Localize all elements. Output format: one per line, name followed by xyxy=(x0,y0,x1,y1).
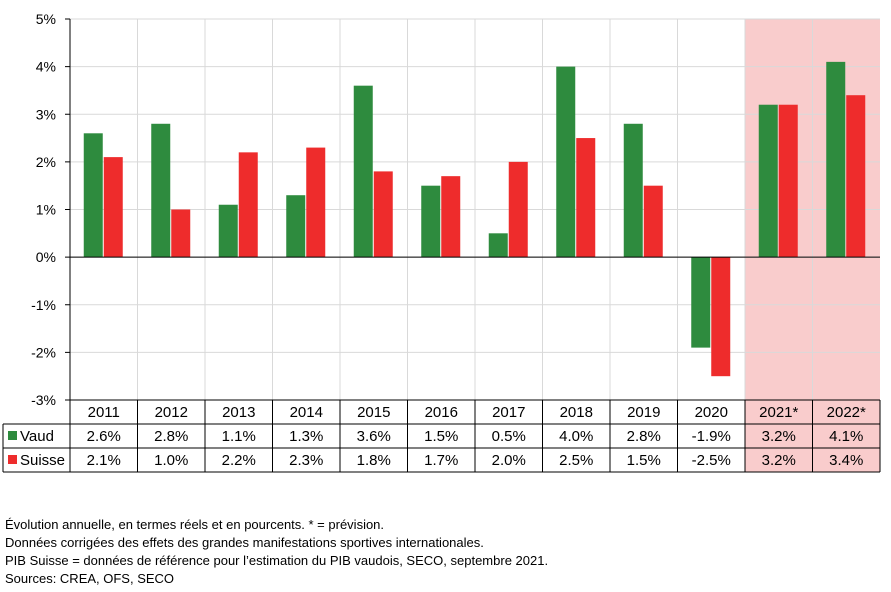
data-label-vaud: 2.8% xyxy=(154,428,188,445)
bar-suisse xyxy=(711,257,731,377)
bar-suisse xyxy=(508,161,528,258)
data-label-vaud: 1.3% xyxy=(289,428,323,445)
x-tick-label: 2012 xyxy=(155,404,188,421)
bar-suisse xyxy=(846,95,866,258)
data-label-vaud: 2.8% xyxy=(627,428,661,445)
bar-vaud xyxy=(758,104,778,258)
data-label-suisse: 2.3% xyxy=(289,452,323,469)
data-label-suisse: 2.5% xyxy=(559,452,593,469)
data-label-vaud: 0.5% xyxy=(492,428,526,445)
data-label-vaud: 3.6% xyxy=(357,428,391,445)
x-tick-label: 2014 xyxy=(290,404,323,421)
note-line: Évolution annuelle, en termes réels et e… xyxy=(5,517,385,532)
x-tick-label: 2020 xyxy=(695,404,728,421)
data-label-vaud: 3.2% xyxy=(762,428,796,445)
growth-bar-chart: 5% 4% 3% 2% 1% 0% -1% -2% -3% 2011 2012 2013 2014 201… xyxy=(2,11,881,473)
data-label-suisse: 2.0% xyxy=(492,452,526,469)
bar-vaud xyxy=(421,185,441,258)
data-label-vaud: 4.1% xyxy=(829,428,863,445)
data-label-vaud: 1.1% xyxy=(222,428,256,445)
y-tick-label: 3% xyxy=(36,106,56,122)
x-tick-label: 2021* xyxy=(759,404,798,421)
data-label-suisse: 3.2% xyxy=(762,452,796,469)
chart-notes: Évolution annuelle, en termes réels et e… xyxy=(5,516,548,588)
bar-vaud xyxy=(556,66,576,258)
bar-suisse xyxy=(643,185,663,258)
x-tick-label: 2018 xyxy=(560,404,593,421)
bar-suisse xyxy=(238,152,258,258)
bar-vaud xyxy=(488,233,508,258)
y-tick-label: 1% xyxy=(36,202,56,218)
data-label-vaud: 2.6% xyxy=(87,428,121,445)
y-tick-label: 5% xyxy=(36,11,56,27)
bar-suisse xyxy=(373,171,393,258)
data-label-suisse: 2.2% xyxy=(222,452,256,469)
y-tick-label: 0% xyxy=(36,249,56,265)
y-tick-label: 2% xyxy=(36,154,56,170)
legend-swatch-suisse xyxy=(8,455,17,464)
legend-swatch-vaud xyxy=(8,431,17,440)
bar-vaud xyxy=(83,133,103,258)
bar-vaud xyxy=(286,195,306,258)
y-tick-label: 4% xyxy=(36,59,56,75)
bar-vaud xyxy=(353,85,373,258)
x-tick-label: 2016 xyxy=(425,404,458,421)
data-label-vaud: -1.9% xyxy=(692,428,731,445)
bar-suisse xyxy=(306,147,326,258)
data-label-suisse: 1.7% xyxy=(424,452,458,469)
note-line: PIB Suisse = données de référence pour l… xyxy=(5,553,549,568)
x-tick-label: 2015 xyxy=(357,404,390,421)
bar-vaud xyxy=(691,257,711,348)
x-tick-label: 2013 xyxy=(222,404,255,421)
bar-suisse xyxy=(778,104,798,258)
y-tick-label: -1% xyxy=(31,297,56,313)
data-label-suisse: 1.5% xyxy=(627,452,661,469)
bar-suisse xyxy=(103,157,123,258)
x-tick-label: 2011 xyxy=(88,404,120,421)
data-label-suisse: -2.5% xyxy=(692,452,731,469)
bar-vaud xyxy=(218,204,238,258)
legend-label-suisse: Suisse xyxy=(20,452,65,469)
data-label-suisse: 3.4% xyxy=(829,452,863,469)
note-line: Sources: CREA, OFS, SECO xyxy=(5,571,175,586)
bar-suisse xyxy=(576,138,596,258)
y-tick-label: -2% xyxy=(31,344,56,360)
bar-vaud xyxy=(826,61,846,258)
bar-vaud xyxy=(623,123,643,258)
data-label-vaud: 1.5% xyxy=(424,428,458,445)
data-label-suisse: 2.1% xyxy=(87,452,121,469)
bar-suisse xyxy=(441,176,461,258)
x-tick-label: 2022* xyxy=(827,404,866,421)
note-line: Données corrigées des effets des grandes… xyxy=(5,535,484,550)
x-tick-label: 2017 xyxy=(492,404,525,421)
data-label-vaud: 4.0% xyxy=(559,428,593,445)
x-tick-label: 2019 xyxy=(627,404,660,421)
y-tick-label: -3% xyxy=(31,392,56,408)
data-label-suisse: 1.0% xyxy=(154,452,188,469)
data-label-suisse: 1.8% xyxy=(357,452,391,469)
bar-suisse xyxy=(171,209,191,258)
bar-vaud xyxy=(151,123,171,258)
legend-label-vaud: Vaud xyxy=(20,428,54,445)
